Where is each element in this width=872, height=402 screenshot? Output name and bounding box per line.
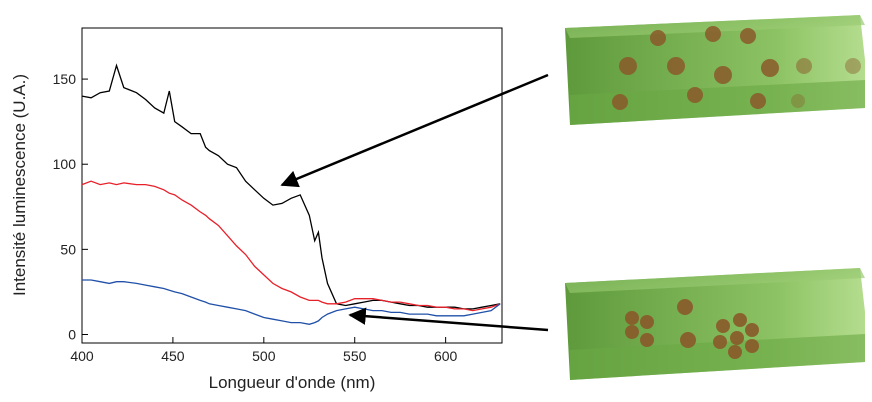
x-tick-label: 450 (161, 348, 185, 364)
arrow (280, 73, 549, 188)
y-tick-label: 0 (68, 326, 76, 342)
line-series (82, 279, 501, 325)
arrow (348, 307, 549, 332)
x-tick-label: 600 (434, 348, 458, 364)
x-tick-label: 550 (343, 348, 367, 364)
x-axis-label: Longueur d'onde (nm) (209, 373, 376, 392)
plot-frame (81, 27, 503, 344)
line-series (81, 63, 501, 310)
x-tick-label: 400 (70, 348, 94, 364)
y-tick-label: 50 (60, 241, 76, 257)
y-axis-label: Intensité luminescence (U.A.) (10, 74, 29, 296)
illustration-bottom (565, 268, 865, 380)
x-tick-label: 500 (252, 348, 276, 364)
illustration-top (565, 15, 865, 125)
line-series (81, 180, 501, 312)
y-tick-label: 150 (53, 71, 77, 87)
y-tick-label: 100 (53, 156, 77, 172)
